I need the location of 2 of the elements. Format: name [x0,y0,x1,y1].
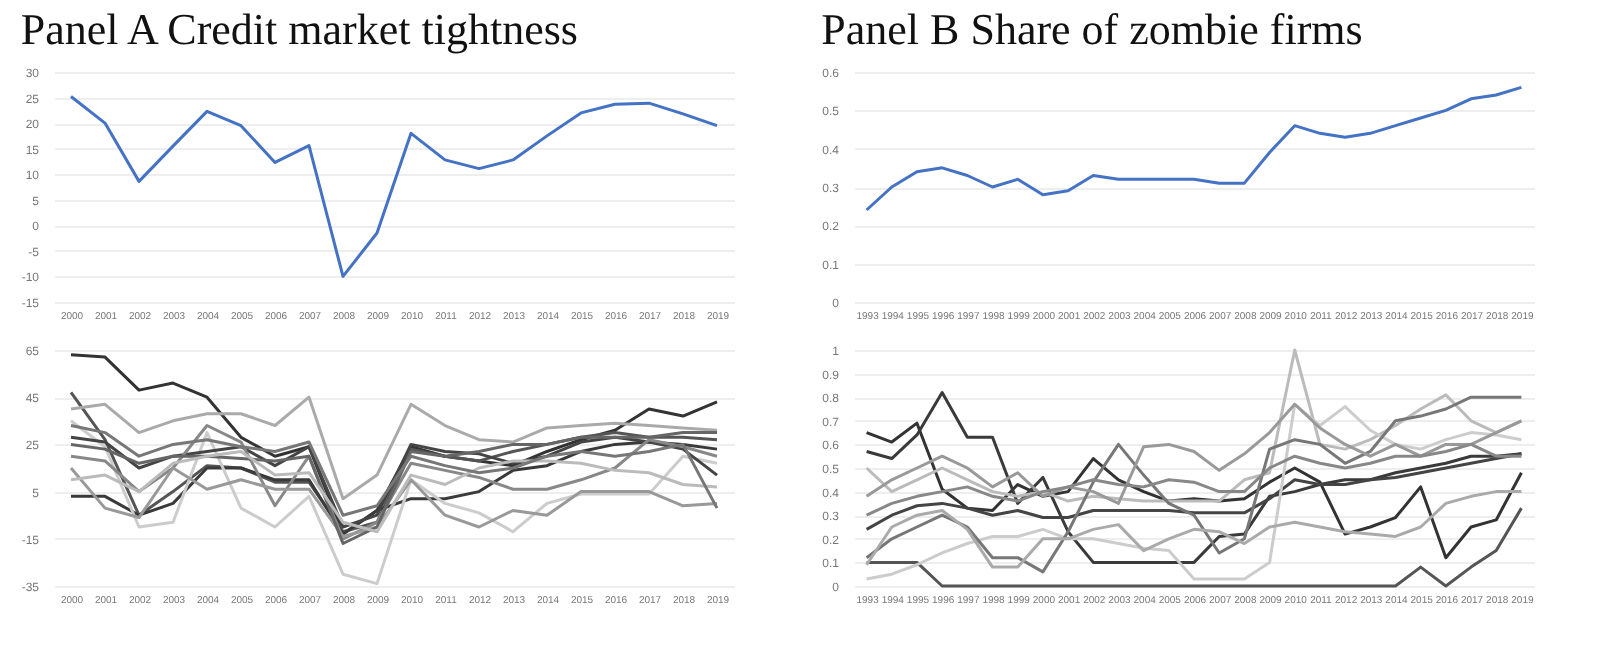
chart-title: Panel B Share of zombie firms [821,4,1363,54]
chart-title: Panel A Credit market tightness [20,4,578,54]
